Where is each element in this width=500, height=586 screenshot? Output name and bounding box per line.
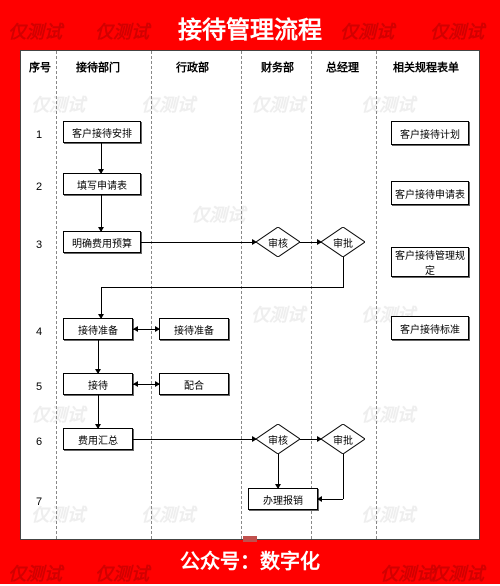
process-box: 费用汇总 — [63, 428, 133, 450]
col-header: 序号 — [29, 59, 51, 75]
decision-diamond: 审批 — [321, 424, 365, 454]
col-divider — [376, 51, 377, 539]
watermark: 仅测试 — [251, 91, 305, 117]
diamond-label: 审批 — [333, 432, 353, 447]
arrowhead-icon — [317, 496, 322, 502]
watermark: 仅测试 — [31, 91, 85, 117]
diamond-label: 审核 — [268, 432, 288, 447]
document-box: 客户接待标准 — [391, 316, 469, 340]
watermark: 仅测试 — [361, 91, 415, 117]
arrowhead-icon — [275, 484, 281, 489]
document-box: 客户接待计划 — [391, 121, 469, 145]
connector — [343, 454, 344, 499]
col-header: 相关规程表单 — [393, 59, 459, 75]
arrowhead-icon — [98, 314, 104, 319]
arrowhead-icon — [252, 239, 257, 245]
watermark: 仅测试 — [141, 91, 195, 117]
arrowhead-icon — [317, 436, 322, 442]
process-box: 办理报销 — [248, 488, 318, 510]
row-number: 1 — [33, 129, 45, 141]
connector — [141, 242, 256, 243]
diamond-label: 审批 — [333, 235, 353, 250]
connector — [133, 439, 256, 440]
footer-text: 公众号：数字化 — [0, 545, 500, 574]
arrowhead-icon — [98, 227, 104, 232]
col-divider — [56, 51, 57, 539]
bottom-tab — [243, 536, 257, 542]
row-number: 5 — [33, 381, 45, 393]
col-divider — [151, 51, 152, 539]
arrowhead-icon — [155, 326, 160, 332]
document-box: 客户接待管理规定 — [391, 247, 469, 277]
arrowhead-icon — [133, 381, 138, 387]
col-header: 财务部 — [261, 59, 294, 75]
flowchart-panel: 仅测试 仅测试 仅测试 仅测试 仅测试 仅测试 仅测试 仅测试 仅测试 仅测试 … — [20, 50, 480, 540]
watermark: 仅测试 — [361, 401, 415, 427]
process-box: 接待 — [63, 373, 133, 395]
decision-diamond: 审核 — [256, 424, 300, 454]
col-header: 接待部门 — [76, 59, 120, 75]
process-box: 明确费用预算 — [63, 231, 141, 253]
diamond-label: 审核 — [268, 235, 288, 250]
watermark: 仅测试 — [31, 401, 85, 427]
arrowhead-icon — [252, 436, 257, 442]
decision-diamond: 审批 — [321, 227, 365, 257]
process-box: 配合 — [159, 373, 229, 395]
watermark: 仅测试 — [361, 501, 415, 527]
watermark: 仅测试 — [251, 301, 305, 327]
arrowhead-icon — [95, 424, 101, 429]
arrowhead-icon — [317, 239, 322, 245]
arrowhead-icon — [95, 369, 101, 374]
arrowhead-icon — [98, 169, 104, 174]
decision-diamond: 审核 — [256, 227, 300, 257]
document-box: 客户接待申请表 — [391, 181, 469, 205]
col-divider — [241, 51, 242, 539]
arrowhead-icon — [133, 326, 138, 332]
row-number: 3 — [33, 239, 45, 251]
connector — [278, 454, 279, 488]
connector — [101, 195, 102, 231]
row-number: 4 — [33, 326, 45, 338]
row-number: 6 — [33, 436, 45, 448]
process-box: 填写申请表 — [63, 173, 141, 195]
row-number: 2 — [33, 181, 45, 193]
col-header: 总经理 — [326, 59, 359, 75]
row-number: 7 — [33, 496, 45, 508]
process-box: 接待准备 — [63, 318, 133, 340]
page-title: 接待管理流程 — [0, 10, 500, 45]
process-box: 客户接待安排 — [63, 121, 141, 143]
connector — [343, 257, 344, 287]
connector — [101, 287, 344, 288]
col-header: 行政部 — [176, 59, 209, 75]
process-box: 接待准备 — [159, 318, 229, 340]
watermark: 仅测试 — [141, 501, 195, 527]
watermark: 仅测试 — [191, 201, 245, 227]
arrowhead-icon — [155, 381, 160, 387]
col-divider — [311, 51, 312, 539]
